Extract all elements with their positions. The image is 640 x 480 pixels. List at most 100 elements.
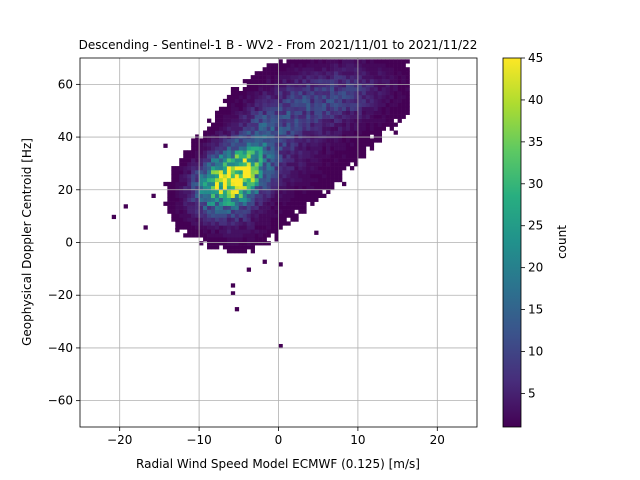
- heatmap-cell: [282, 162, 287, 167]
- heatmap-cell: [278, 146, 283, 151]
- heatmap-cell: [262, 241, 267, 246]
- heatmap-cell: [302, 162, 307, 167]
- heatmap-cell: [405, 79, 410, 84]
- heatmap-cell: [294, 134, 299, 139]
- heatmap-cell: [385, 83, 390, 88]
- heatmap-cell: [361, 130, 367, 135]
- heatmap-cell: [286, 98, 291, 104]
- heatmap-cell: [230, 291, 236, 296]
- heatmap-cell: [250, 146, 255, 151]
- heatmap-cell: [290, 122, 295, 127]
- heatmap-cell: [361, 79, 367, 84]
- heatmap-cell: [218, 170, 224, 175]
- heatmap-cell: [322, 71, 327, 76]
- heatmap-cell: [262, 75, 267, 80]
- heatmap-cell: [326, 189, 331, 195]
- heatmap-cell: [306, 162, 311, 167]
- heatmap-cell: [230, 233, 236, 238]
- heatmap-cell: [222, 158, 228, 163]
- heatmap-cell: [338, 59, 343, 64]
- heatmap-cell: [179, 221, 184, 226]
- heatmap-cell: [171, 181, 176, 187]
- heatmap-cell: [214, 146, 220, 151]
- heatmap-cell: [226, 233, 232, 238]
- heatmap-cell: [238, 134, 244, 139]
- heatmap-cell: [373, 79, 379, 84]
- heatmap-cell: [338, 177, 343, 183]
- heatmap-cell: [330, 98, 335, 104]
- heatmap-cell: [322, 98, 327, 104]
- heatmap-cell: [226, 205, 232, 210]
- heatmap-cell: [262, 122, 267, 127]
- heatmap-cell: [381, 86, 386, 92]
- heatmap-cell: [234, 134, 240, 139]
- heatmap-cell: [290, 79, 295, 84]
- heatmap-cell: [369, 102, 375, 108]
- heatmap-cell: [326, 59, 331, 64]
- heatmap-cell: [246, 189, 252, 195]
- heatmap-cell: [214, 138, 220, 143]
- heatmap-cell: [266, 146, 271, 151]
- heatmap-cell: [258, 170, 263, 175]
- heatmap-cell: [282, 170, 287, 175]
- heatmap-cell: [199, 217, 204, 222]
- heatmap-cell: [234, 225, 240, 230]
- heatmap-cell: [357, 126, 363, 131]
- heatmap-cell: [218, 217, 224, 222]
- heatmap-cell: [230, 177, 236, 183]
- heatmap-cell: [318, 86, 323, 92]
- heatmap-cell: [270, 110, 275, 115]
- heatmap-cell: [373, 122, 379, 127]
- heatmap-cell: [310, 146, 315, 151]
- heatmap-cell: [222, 209, 228, 214]
- heatmap-cell: [361, 59, 367, 64]
- heatmap-cell: [278, 158, 283, 163]
- heatmap-cell: [405, 110, 410, 115]
- heatmap-cell: [377, 83, 383, 88]
- heatmap-cell: [238, 197, 244, 202]
- heatmap-cell: [250, 90, 255, 96]
- heatmap-cell: [222, 233, 228, 238]
- heatmap-cell: [250, 249, 255, 254]
- heatmap-cell: [270, 75, 275, 80]
- heatmap-cell: [262, 237, 267, 242]
- heatmap-cell: [322, 193, 327, 198]
- heatmap-cell: [270, 166, 275, 171]
- heatmap-cell: [349, 138, 355, 143]
- heatmap-cell: [314, 63, 319, 68]
- heatmap-cell: [314, 158, 319, 163]
- heatmap-cell: [179, 201, 184, 206]
- heatmap-cell: [345, 75, 351, 80]
- heatmap-cell: [203, 189, 208, 195]
- heatmap-cell: [401, 98, 406, 104]
- heatmap-cell: [389, 83, 394, 88]
- heatmap-cell: [377, 130, 383, 135]
- heatmap-cell: [199, 213, 204, 218]
- heatmap-cell: [171, 185, 176, 191]
- heatmap-cell: [294, 201, 299, 206]
- heatmap-cell: [171, 205, 176, 210]
- heatmap-cell: [203, 158, 208, 163]
- heatmap-cell: [282, 173, 287, 179]
- heatmap-cell: [226, 150, 232, 155]
- heatmap-cell: [266, 83, 271, 88]
- heatmap-cell: [234, 162, 240, 167]
- heatmap-cell: [322, 118, 327, 123]
- heatmap-cell: [266, 134, 271, 139]
- heatmap-cell: [262, 134, 267, 139]
- heatmap-cell: [298, 110, 303, 115]
- heatmap-cell: [330, 110, 335, 115]
- heatmap-cell: [326, 114, 331, 119]
- heatmap-cell: [211, 173, 216, 179]
- heatmap-cell: [373, 114, 379, 119]
- heatmap-cell: [207, 221, 212, 226]
- heatmap-cell: [254, 241, 259, 246]
- heatmap-cell: [294, 106, 299, 112]
- heatmap-cell: [330, 142, 335, 147]
- heatmap-cell: [338, 79, 343, 84]
- heatmap-cell: [250, 170, 255, 175]
- colorbar-tick-label: 10: [528, 345, 543, 359]
- heatmap-cell: [298, 189, 303, 195]
- heatmap-cell: [207, 130, 212, 135]
- heatmap-cell: [326, 90, 331, 96]
